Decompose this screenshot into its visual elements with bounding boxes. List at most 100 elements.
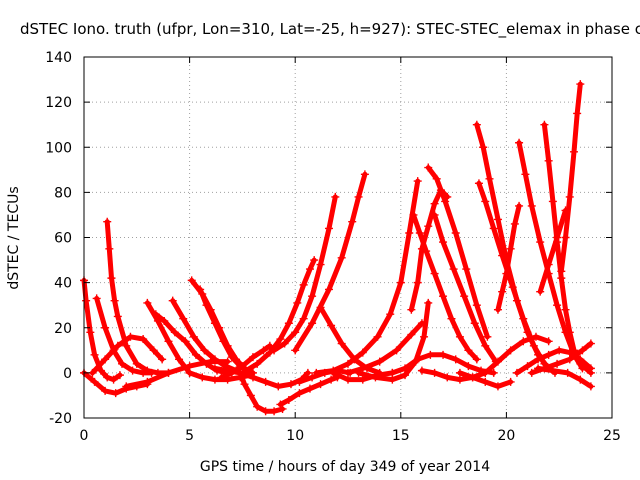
data-point: [265, 348, 274, 357]
data-point: [576, 359, 585, 368]
data-point: [253, 359, 262, 368]
data-point: [430, 199, 439, 208]
data-point: [502, 269, 511, 278]
data-point: [388, 375, 397, 384]
series-trace: [318, 304, 383, 376]
data-point: [553, 233, 562, 242]
data-point: [291, 346, 300, 355]
data-point: [101, 386, 110, 395]
data-point: [344, 359, 352, 368]
data-point: [175, 355, 184, 364]
data-point: [483, 332, 492, 341]
series-sat-14: [236, 368, 287, 416]
data-point: [493, 357, 502, 366]
data-point: [217, 373, 226, 382]
data-point: [422, 247, 431, 256]
data-point: [481, 377, 490, 386]
data-point: [519, 337, 528, 346]
data-point: [586, 368, 595, 377]
data-point: [246, 391, 255, 400]
data-point: [90, 377, 99, 386]
data-point: [455, 375, 464, 384]
data-point: [122, 382, 131, 391]
data-point: [396, 278, 405, 287]
data-point: [139, 335, 148, 344]
data-point: [481, 368, 490, 377]
series-sat-41: [536, 206, 570, 296]
data-point: [447, 314, 456, 323]
data-point: [329, 368, 338, 377]
data-point: [198, 373, 207, 382]
data-point: [115, 371, 124, 380]
data-point: [348, 217, 357, 226]
data-point: [569, 147, 578, 156]
data-point: [561, 305, 570, 314]
data-point: [82, 296, 91, 305]
data-point: [565, 328, 574, 337]
data-point: [101, 323, 110, 332]
data-point: [413, 355, 422, 364]
data-point: [143, 366, 152, 375]
data-point: [280, 339, 289, 348]
data-point: [278, 404, 287, 413]
data-point: [430, 269, 439, 278]
data-point: [305, 265, 314, 274]
data-point: [354, 192, 363, 201]
x-tick-label: 10: [286, 428, 304, 444]
data-point: [565, 355, 574, 364]
data-point: [295, 389, 304, 398]
data-point: [401, 364, 410, 373]
data-point: [424, 222, 433, 231]
data-point: [358, 364, 367, 373]
axis-ticks: 0 5 10 15 20 25 -20 0 20 40 60 80 100 120 140: [45, 50, 621, 444]
data-point: [200, 346, 209, 355]
data-point: [534, 364, 543, 373]
data-point: [455, 332, 464, 341]
data-point: [523, 362, 532, 371]
data-point: [479, 143, 488, 152]
data-point: [210, 364, 219, 373]
data-point: [544, 350, 553, 359]
data-point: [392, 346, 401, 355]
y-axis-label: dSTEC / TECUs: [6, 186, 22, 289]
data-point: [327, 375, 336, 384]
series-sat-27: [409, 210, 481, 364]
series-sat-19: [291, 170, 369, 355]
data-point: [189, 332, 198, 341]
data-point: [261, 377, 270, 386]
data-point: [308, 373, 317, 382]
data-point: [536, 287, 545, 296]
data-point: [210, 375, 219, 384]
data-point: [274, 382, 283, 391]
data-point: [310, 256, 319, 265]
data-point: [519, 314, 528, 323]
data-point: [276, 335, 285, 344]
data-point: [160, 316, 169, 325]
data-point: [375, 357, 384, 366]
data-point: [143, 377, 152, 386]
data-point: [527, 368, 536, 377]
data-point: [462, 265, 471, 274]
data-point: [118, 359, 127, 368]
data-point: [506, 244, 515, 253]
x-tick-label: 20: [497, 428, 515, 444]
data-point: [430, 210, 439, 219]
data-point: [286, 380, 295, 389]
data-point: [291, 328, 300, 337]
series-trace: [482, 334, 552, 376]
data-point: [86, 328, 95, 337]
data-point: [481, 197, 490, 206]
x-tick-label: 15: [392, 428, 410, 444]
data-point: [441, 197, 450, 206]
data-point: [472, 355, 481, 364]
y-tick-label: 120: [45, 95, 72, 111]
data-point: [430, 368, 439, 377]
data-point: [407, 305, 416, 314]
data-point: [219, 337, 228, 346]
data-point: [470, 319, 479, 328]
series-sat-32: [455, 368, 515, 391]
data-point: [358, 348, 367, 357]
data-point: [443, 373, 452, 382]
data-point: [569, 346, 578, 355]
data-point: [515, 201, 524, 210]
